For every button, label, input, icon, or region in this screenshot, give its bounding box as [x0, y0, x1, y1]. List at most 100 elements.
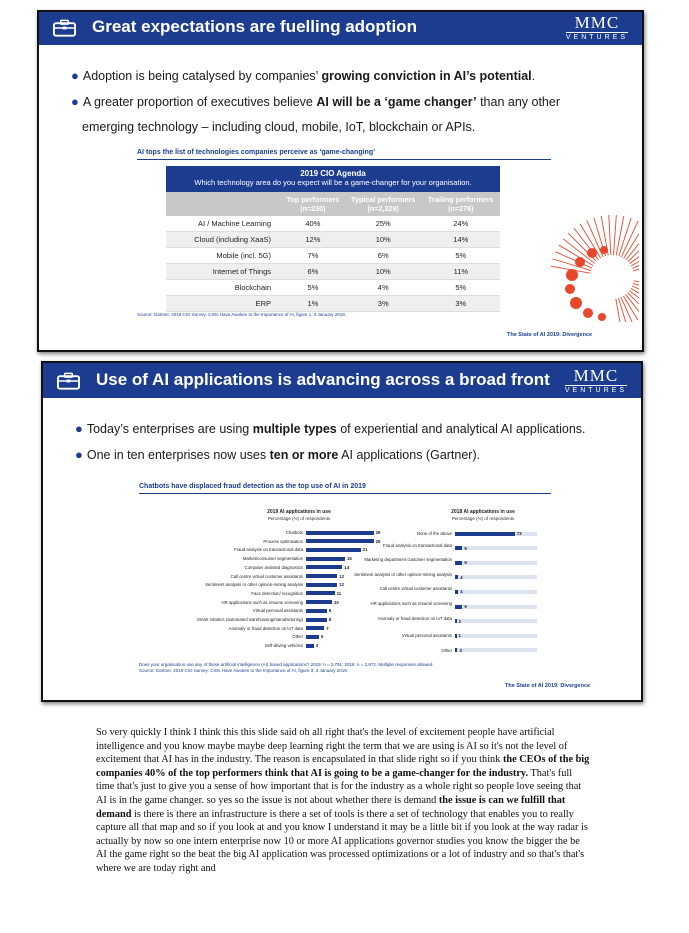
bar-value-label: 15 [347, 556, 352, 562]
bar-value-label: 12 [339, 582, 344, 588]
bar [455, 589, 459, 594]
bar [455, 546, 463, 551]
bar-background [455, 619, 537, 624]
sunburst-ray [622, 295, 639, 321]
bar-label: Face detection/ recognition [251, 590, 303, 596]
bar-value-label: 4 [460, 574, 463, 580]
slide-header: Use of AI applications is advancing acro… [43, 363, 641, 398]
bar-background [455, 589, 537, 594]
sunburst-dot [598, 313, 606, 321]
mmc-ventures-logo: MMC VENTURES [564, 366, 627, 394]
bar-background [455, 575, 537, 580]
slide-title: Great expectations are fuelling adoption [92, 17, 417, 36]
sunburst-ray [618, 217, 632, 257]
col-trailing-performers: Trailing performers (n=276) [421, 192, 500, 216]
bar-label: Sentiment analysis or other opinion-mini… [354, 571, 452, 577]
bar-label: Other [441, 647, 452, 653]
bar-background [455, 633, 537, 638]
bar-value-label: 26 [375, 538, 381, 544]
bar-value-label: 5 [321, 634, 324, 640]
bar-value-label: 3 [459, 647, 462, 653]
sunburst-ray [615, 298, 621, 322]
bar-value-label: 8 [328, 617, 332, 622]
bar [306, 600, 332, 605]
sunburst-ray [632, 265, 639, 269]
slide-footer: The State of AI 2019: Divergence [505, 683, 591, 689]
sunburst-ray [552, 258, 592, 271]
sunburst-ray [558, 244, 594, 267]
sunburst-ray [631, 285, 639, 290]
bar-value-label: 73 [516, 531, 522, 536]
bar-label: Call centre virtual customer assistants [379, 586, 452, 592]
bar-label: Process optimisation [263, 538, 303, 544]
sunburst-ray [625, 242, 639, 261]
sunburst-ray [630, 287, 639, 294]
bar [306, 565, 343, 570]
source-note-question: Does your organisation use any of these … [139, 662, 434, 667]
slide-header: Great expectations are fuelling adoption… [39, 12, 642, 45]
bar [306, 643, 314, 648]
bar-label: None of the above [416, 531, 452, 536]
bar-label: HR applications such as résumé screening [370, 601, 452, 606]
table-row: Mobile (incl. 5G) 7% 6% 5% [166, 247, 500, 264]
bar-value-label: 9 [464, 560, 467, 566]
bar [455, 531, 515, 536]
table-row: Blockchain 5% 4% 5% [166, 279, 500, 296]
transcript-text: So very quickly I think I think this thi… [96, 726, 592, 876]
bar-label: Call centre virtual customer assistants [230, 573, 303, 579]
bar-value-label: 7 [326, 625, 329, 631]
sunburst-ray [620, 220, 639, 258]
divider [137, 159, 551, 160]
transcript-segment: So very quickly I think I think this thi… [96, 727, 568, 766]
bar-label: Other [292, 634, 303, 640]
bar [306, 556, 345, 561]
sunburst-ray [623, 232, 639, 259]
slide-title: Use of AI applications is advancing acro… [96, 370, 550, 389]
table-row: ERP 1% 3% 3% [166, 295, 500, 312]
slide-great-expectations: Great expectations are fuelling adoption… [37, 10, 644, 352]
transcript-segment: is there is there an infrastructure is t… [96, 808, 588, 874]
bullet-adoption: ● Adoption is being catalysed by companie… [71, 68, 536, 83]
table-heading: 2019 CIO Agenda Which technology area do… [166, 166, 500, 192]
bar-value-label: 9 [464, 604, 467, 609]
bar [455, 575, 459, 580]
sunburst-dot [583, 308, 593, 318]
bar [306, 591, 335, 596]
bar-label: Chatbots [285, 530, 303, 535]
sunburst-ray [627, 292, 639, 305]
bar-label: Anomaly or fraud detection on IoT data [377, 615, 452, 621]
sunburst-ray [630, 260, 639, 267]
cio-agenda-table: 2019 CIO Agenda Which technology area do… [166, 166, 500, 312]
right-chart-subtitle: Percentage (%) of respondents [451, 516, 515, 521]
bar-label: Marketing department customer segmentati… [364, 557, 452, 563]
bar-value-label: 11 [336, 590, 342, 596]
bar-value-label: 14 [344, 564, 350, 570]
transcript-segment-bold: the CEOs of the big companies 40% of the… [96, 754, 590, 779]
transcript-segment-bold: the issue is can we fulfill that demand [96, 794, 566, 820]
sunburst-dot [570, 297, 582, 309]
bullet-multiple-types: ● Today’s enterprises are using multiple … [75, 421, 586, 436]
sunburst-ray [627, 250, 639, 263]
table-row: Internet of Things 6% 10% 11% [166, 263, 500, 280]
bullet-ten-or-more: ● One in ten enterprises now uses ten or … [75, 447, 481, 462]
sunburst-dot [565, 284, 575, 294]
bar-label: Anomaly or fraud detection on IoT data [228, 625, 303, 631]
bar-value-label: 10 [334, 599, 339, 605]
sunburst-dot [587, 248, 597, 258]
bar [306, 634, 319, 639]
bar [306, 547, 361, 552]
sunburst-dot [566, 269, 578, 281]
sunburst-ray [633, 280, 639, 283]
bar-label: Market/consumer segmentation [242, 556, 303, 562]
slide-ai-applications: Use of AI applications is advancing acro… [41, 361, 643, 702]
sunburst-dot [575, 257, 585, 267]
bar [306, 617, 327, 622]
bar [455, 619, 457, 624]
bar [306, 608, 327, 613]
table-corner [166, 192, 281, 216]
sunburst-ray [613, 215, 617, 256]
sunburst-ray [618, 297, 627, 322]
chart-title: AI tops the list of technologies compani… [137, 149, 376, 156]
bar [455, 560, 463, 565]
right-chart-title: 2018 AI applications in use [451, 509, 515, 515]
